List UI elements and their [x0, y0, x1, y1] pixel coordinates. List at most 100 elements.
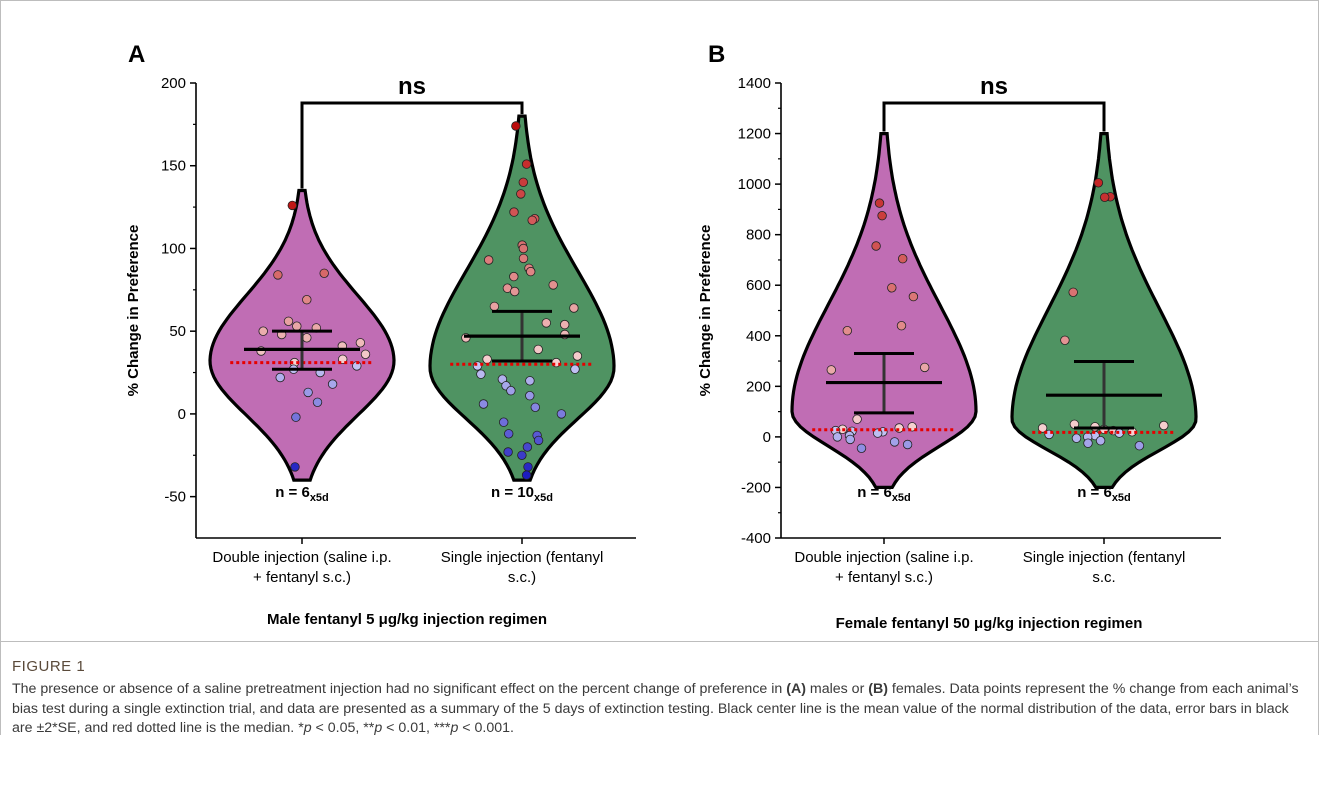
- data-point: [516, 189, 526, 199]
- category-label: + fentanyl s.c.): [253, 569, 351, 586]
- data-point: [360, 349, 371, 360]
- data-point: [510, 286, 520, 297]
- y-tick-label: 200: [161, 75, 186, 92]
- significance-label: ns: [980, 73, 1008, 100]
- violin-group: n = 6x5d Double injection (saline i.p. + f…: [790, 132, 978, 586]
- n-subscript: x5d: [892, 492, 911, 504]
- data-point: [889, 437, 900, 447]
- caption-fragment: < 0.001.: [458, 720, 514, 736]
- data-point: [526, 266, 536, 277]
- data-point: [874, 198, 885, 208]
- y-tick-label: 50: [169, 323, 186, 340]
- data-point: [518, 253, 529, 264]
- violin-group: n = 10x5d Single injection (fentanyl s.c.): [428, 114, 616, 586]
- category-label: Single injection (fentanyl: [1023, 549, 1186, 566]
- y-axis-label: % Change in Preference: [697, 225, 714, 397]
- data-point: [560, 319, 570, 330]
- caption-fragment: < 0.01, ***: [382, 720, 451, 736]
- data-point: [525, 391, 535, 401]
- data-point: [523, 462, 533, 472]
- data-point: [506, 386, 516, 396]
- frame-top-border: [0, 0, 1319, 1]
- n-value: n = 6: [857, 484, 892, 501]
- data-point: [302, 295, 312, 305]
- data-point: [521, 470, 532, 480]
- n-label: n = 6x5d: [1077, 484, 1131, 504]
- data-point: [533, 435, 544, 446]
- y-tick-label: 400: [746, 328, 771, 345]
- data-point: [258, 326, 268, 336]
- y-tick-label: 600: [746, 277, 771, 294]
- caption-fragment: females. Data points represent the % cha…: [12, 681, 1299, 736]
- y-tick-label: 200: [746, 378, 771, 395]
- data-point: [527, 215, 537, 226]
- data-point: [290, 462, 300, 472]
- data-point: [484, 255, 494, 265]
- data-point: [509, 207, 519, 217]
- data-point: [1099, 192, 1110, 203]
- data-point: [533, 344, 543, 355]
- data-point: [525, 376, 535, 386]
- category-label: Single injection (fentanyl: [441, 549, 604, 566]
- category-label: s.c.): [508, 569, 536, 586]
- data-point: [1134, 441, 1145, 451]
- data-point: [530, 402, 541, 413]
- data-point: [842, 326, 853, 336]
- data-point: [877, 210, 887, 221]
- data-point: [517, 450, 527, 461]
- data-point: [312, 397, 323, 408]
- y-tick-label: 800: [746, 227, 771, 244]
- caption-fragment: < 0.05, **: [311, 720, 375, 736]
- data-point: [852, 414, 862, 424]
- data-point: [826, 365, 837, 375]
- data-point: [319, 268, 329, 279]
- data-point: [291, 412, 301, 422]
- data-point: [1095, 436, 1106, 446]
- data-point: [1037, 423, 1048, 433]
- data-point: [518, 177, 529, 188]
- panel-label: A: [128, 41, 145, 68]
- frame-left-border: [0, 0, 1, 735]
- caption-fragment: The presence or absence of a saline pret…: [12, 681, 787, 697]
- figure-label: FIGURE 1: [12, 658, 86, 675]
- n-subscript: x5d: [310, 492, 329, 504]
- caption-fragment: (A): [786, 681, 806, 697]
- data-point: [275, 372, 285, 383]
- n-value: n = 6: [275, 484, 310, 501]
- n-label: n = 6x5d: [857, 484, 911, 504]
- data-point: [303, 387, 313, 398]
- figure-caption: The presence or absence of a saline pret…: [12, 680, 1308, 739]
- data-point: [856, 443, 867, 454]
- data-point: [273, 270, 283, 280]
- chart-panel-a: A -50 0 50 100 150 200 % Change in Preference n …: [125, 41, 636, 628]
- violin-shape: [1010, 132, 1198, 489]
- data-point: [572, 351, 583, 361]
- y-tick-label: 1400: [738, 75, 771, 92]
- data-point: [504, 429, 514, 439]
- panel-title: Female fentanyl 50 μg/kg injection regim…: [836, 615, 1143, 632]
- y-tick-label: 1200: [738, 126, 771, 143]
- n-subscript: x5d: [534, 492, 553, 504]
- data-point: [1159, 420, 1169, 431]
- data-point: [522, 442, 533, 452]
- y-tick-label: 150: [161, 158, 186, 175]
- data-point: [548, 280, 558, 290]
- data-point: [482, 354, 492, 365]
- data-point: [570, 364, 580, 374]
- y-tick-label: -50: [164, 489, 186, 506]
- violin-shape: [790, 132, 978, 489]
- category-label: Double injection (saline i.p.: [794, 549, 973, 566]
- data-point: [832, 432, 843, 442]
- data-point: [355, 338, 366, 348]
- caption-fragment: males or: [805, 681, 869, 697]
- n-label: n = 6x5d: [275, 484, 329, 504]
- significance-bracket: [882, 101, 1106, 132]
- violin-group: n = 6x5d Single injection (fentanyl s.c.: [1010, 132, 1198, 586]
- data-point: [292, 321, 302, 331]
- y-tick-label: -400: [741, 530, 771, 547]
- category-label: Double injection (saline i.p.: [212, 549, 391, 566]
- category-label: s.c.: [1092, 569, 1115, 586]
- category-label: + fentanyl s.c.): [835, 569, 933, 586]
- data-point: [887, 283, 897, 293]
- n-label: n = 10x5d: [491, 484, 553, 504]
